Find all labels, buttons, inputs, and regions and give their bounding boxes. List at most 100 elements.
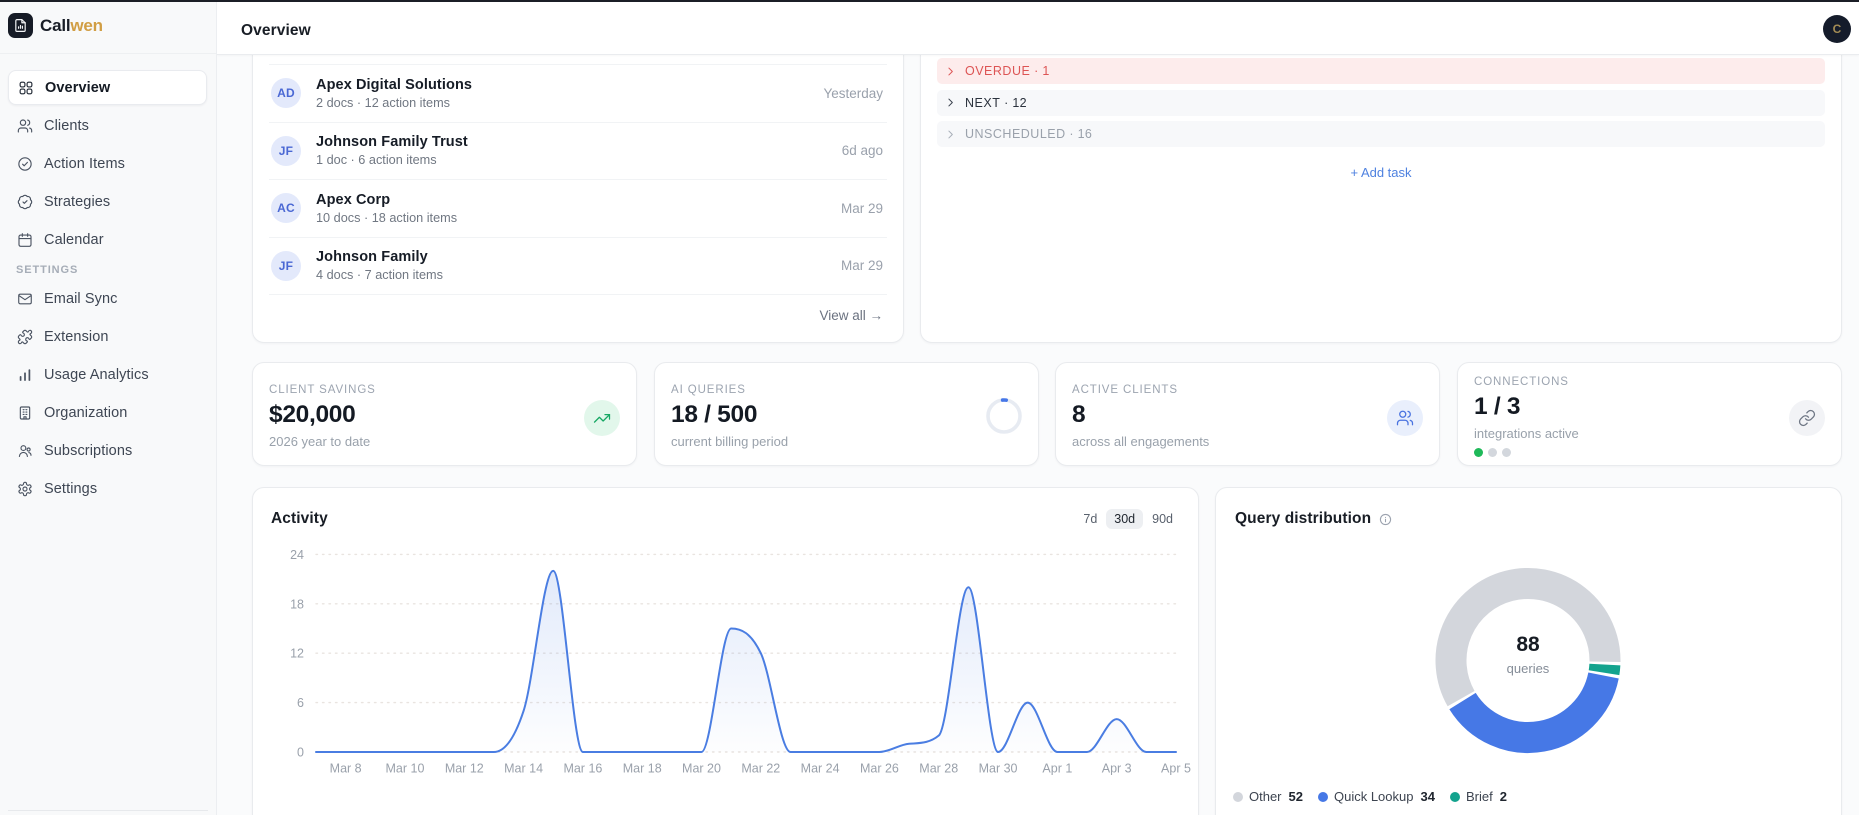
range-option-30d[interactable]: 30d	[1106, 509, 1144, 529]
sidebar-item-action-items[interactable]: Action Items	[8, 146, 207, 181]
legend-dot	[1449, 791, 1460, 802]
info-icon[interactable]	[1379, 513, 1392, 526]
mail-icon	[18, 293, 32, 304]
client-row[interactable]: AD Apex Digital Solutions 2 docs · 12 acti…	[269, 65, 887, 123]
page-title: Overview	[241, 22, 311, 39]
client-info: Johnson Family 4 docs · 7 action items	[316, 249, 841, 282]
stat-card-connections: CONNECTIONS 1 / 3 integrations active	[1457, 362, 1842, 466]
stat-subtext: current billing period	[671, 434, 789, 449]
task-group-overdue[interactable]: OVERDUE · 1	[937, 58, 1825, 84]
sidebar-item-label: Settings	[44, 480, 98, 497]
legend-item-quick-lookup: Quick Lookup 34	[1317, 789, 1435, 804]
legend-value: 34	[1420, 789, 1435, 804]
activity-line	[315, 569, 1177, 753]
sidebar-item-overview[interactable]: Overview	[8, 70, 207, 105]
stat-card-client-savings: CLIENT SAVINGS $20,000 2026 year to date	[252, 362, 637, 466]
client-name: Johnson Family Trust	[316, 134, 468, 151]
gear-icon	[18, 481, 32, 496]
stat-value: $20,000	[269, 401, 356, 428]
task-group-label: UNSCHEDULED	[965, 127, 1066, 141]
logo-row: Callwen	[0, 2, 216, 54]
view-all-link[interactable]: View all →	[819, 307, 883, 323]
activity-range-toggle: 7d 30d 90d	[1078, 509, 1178, 529]
topbar: Overview C	[217, 2, 1859, 55]
stat-subtext: integrations active	[1474, 426, 1579, 441]
integration-status-dots	[1474, 448, 1825, 457]
status-dot	[1474, 448, 1483, 457]
sidebar-item-extension[interactable]: Extension	[8, 319, 207, 354]
client-row[interactable]: JF Johnson Family Trust 1 doc · 6 action i…	[269, 123, 887, 180]
stat-value: 8	[1072, 401, 1086, 428]
range-option-7d[interactable]: 7d	[1083, 512, 1098, 526]
donut-legend: Other 52 Quick Lookup 34 Brief 2	[1233, 789, 1507, 804]
status-dot	[1488, 448, 1497, 457]
sidebar-item-label: Subscriptions	[44, 442, 133, 459]
client-avatar: AC	[271, 193, 301, 224]
puzzle-icon	[17, 329, 33, 344]
sidebar-section-label: SETTINGS	[16, 264, 79, 276]
activity-title: Activity	[271, 510, 328, 527]
range-option-90d[interactable]: 90d	[1152, 512, 1173, 526]
client-last-activity: Yesterday	[823, 85, 883, 101]
client-info: Johnson Family Trust 1 doc · 6 action ite…	[316, 134, 842, 167]
check-circle-icon	[18, 156, 32, 171]
client-meta: 1 doc · 6 action items	[316, 153, 437, 168]
activity-area-fill	[316, 570, 1176, 752]
sidebar-item-label: Usage Analytics	[44, 366, 149, 383]
task-group-next[interactable]: NEXT · 12	[937, 89, 1825, 116]
grid-icon	[19, 81, 33, 94]
client-avatar: JF	[271, 250, 301, 281]
x-axis-tick: Mar 20	[682, 762, 721, 776]
stat-card-ai-queries: AI QUERIES 18 / 500 current billing period	[654, 362, 1039, 466]
y-axis-tick: 18	[290, 597, 304, 611]
link-icon	[1798, 409, 1816, 427]
sidebar-item-label: Clients	[44, 117, 90, 134]
x-axis-tick: Apr 3	[1102, 762, 1132, 776]
client-row[interactable]: AC Apex Corp 10 docs · 18 action items Mar …	[269, 180, 887, 238]
client-last-activity: Mar 29	[840, 200, 883, 216]
x-axis-tick: Mar 8	[330, 762, 362, 776]
sidebar-item-calendar[interactable]: Calendar	[8, 222, 207, 257]
task-group-count: · 1	[1030, 64, 1050, 78]
sidebar-item-settings[interactable]: Settings	[8, 471, 207, 506]
sidebar-item-label: Extension	[44, 328, 109, 345]
stat-value: 18 / 500	[671, 401, 758, 428]
stat-value: 1 / 3	[1474, 393, 1521, 420]
stat-subtext: across all engagements	[1072, 434, 1210, 449]
sidebar-item-email-sync[interactable]: Email Sync	[8, 281, 207, 316]
tasks-card: OVERDUE · 1 NEXT · 12 UNSCHEDULED · 16 + A…	[920, 41, 1842, 343]
query-donut-chart	[1435, 568, 1621, 753]
sidebar-item-label: Calendar	[44, 231, 104, 248]
sidebar-item-usage-analytics[interactable]: Usage Analytics	[8, 357, 207, 392]
sidebar-item-strategies[interactable]: Strategies	[8, 184, 207, 219]
sidebar-nav-main: Overview Clients Action Items Strategies Cal…	[8, 70, 207, 260]
x-axis-tick: Mar 22	[741, 762, 780, 776]
badge-check-icon	[17, 194, 33, 209]
window-top-edge	[0, 0, 1859, 2]
x-axis-tick: Mar 28	[919, 762, 958, 776]
task-group-unscheduled[interactable]: UNSCHEDULED · 16	[937, 121, 1825, 147]
stat-label: CLIENT SAVINGS	[269, 384, 376, 396]
client-info: Apex Corp 10 docs · 18 action items	[316, 192, 841, 225]
sidebar-item-subscriptions[interactable]: Subscriptions	[8, 433, 207, 468]
add-task-link[interactable]: + Add task	[1350, 165, 1412, 180]
stat-icon-circle	[1789, 400, 1825, 436]
stat-icon-circle	[1387, 400, 1423, 436]
stat-label: ACTIVE CLIENTS	[1072, 384, 1178, 396]
sidebar-item-label: Email Sync	[44, 290, 118, 307]
stat-card-active-clients: ACTIVE CLIENTS 8 across all engagements	[1055, 362, 1440, 466]
legend-item-other: Other 52	[1233, 789, 1303, 804]
status-dot	[1502, 448, 1511, 457]
user-avatar[interactable]: C	[1823, 15, 1851, 43]
calendar-icon	[18, 232, 32, 247]
x-axis-tick: Mar 16	[563, 762, 602, 776]
x-axis-tick: Apr 5	[1161, 762, 1191, 776]
chevron-right-icon	[948, 98, 953, 107]
sidebar-item-organization[interactable]: Organization	[8, 395, 207, 430]
activity-card: Activity 7d 30d 90d 0 6 12 18 24 Mar 8 Mar 10 Mar…	[252, 487, 1199, 815]
client-row[interactable]: JF Johnson Family 4 docs · 7 action items M…	[269, 238, 887, 295]
app-name: Callwen	[40, 16, 103, 35]
chevron-right-icon	[948, 130, 953, 138]
legend-dot	[1317, 791, 1328, 802]
sidebar-item-clients[interactable]: Clients	[8, 108, 207, 143]
